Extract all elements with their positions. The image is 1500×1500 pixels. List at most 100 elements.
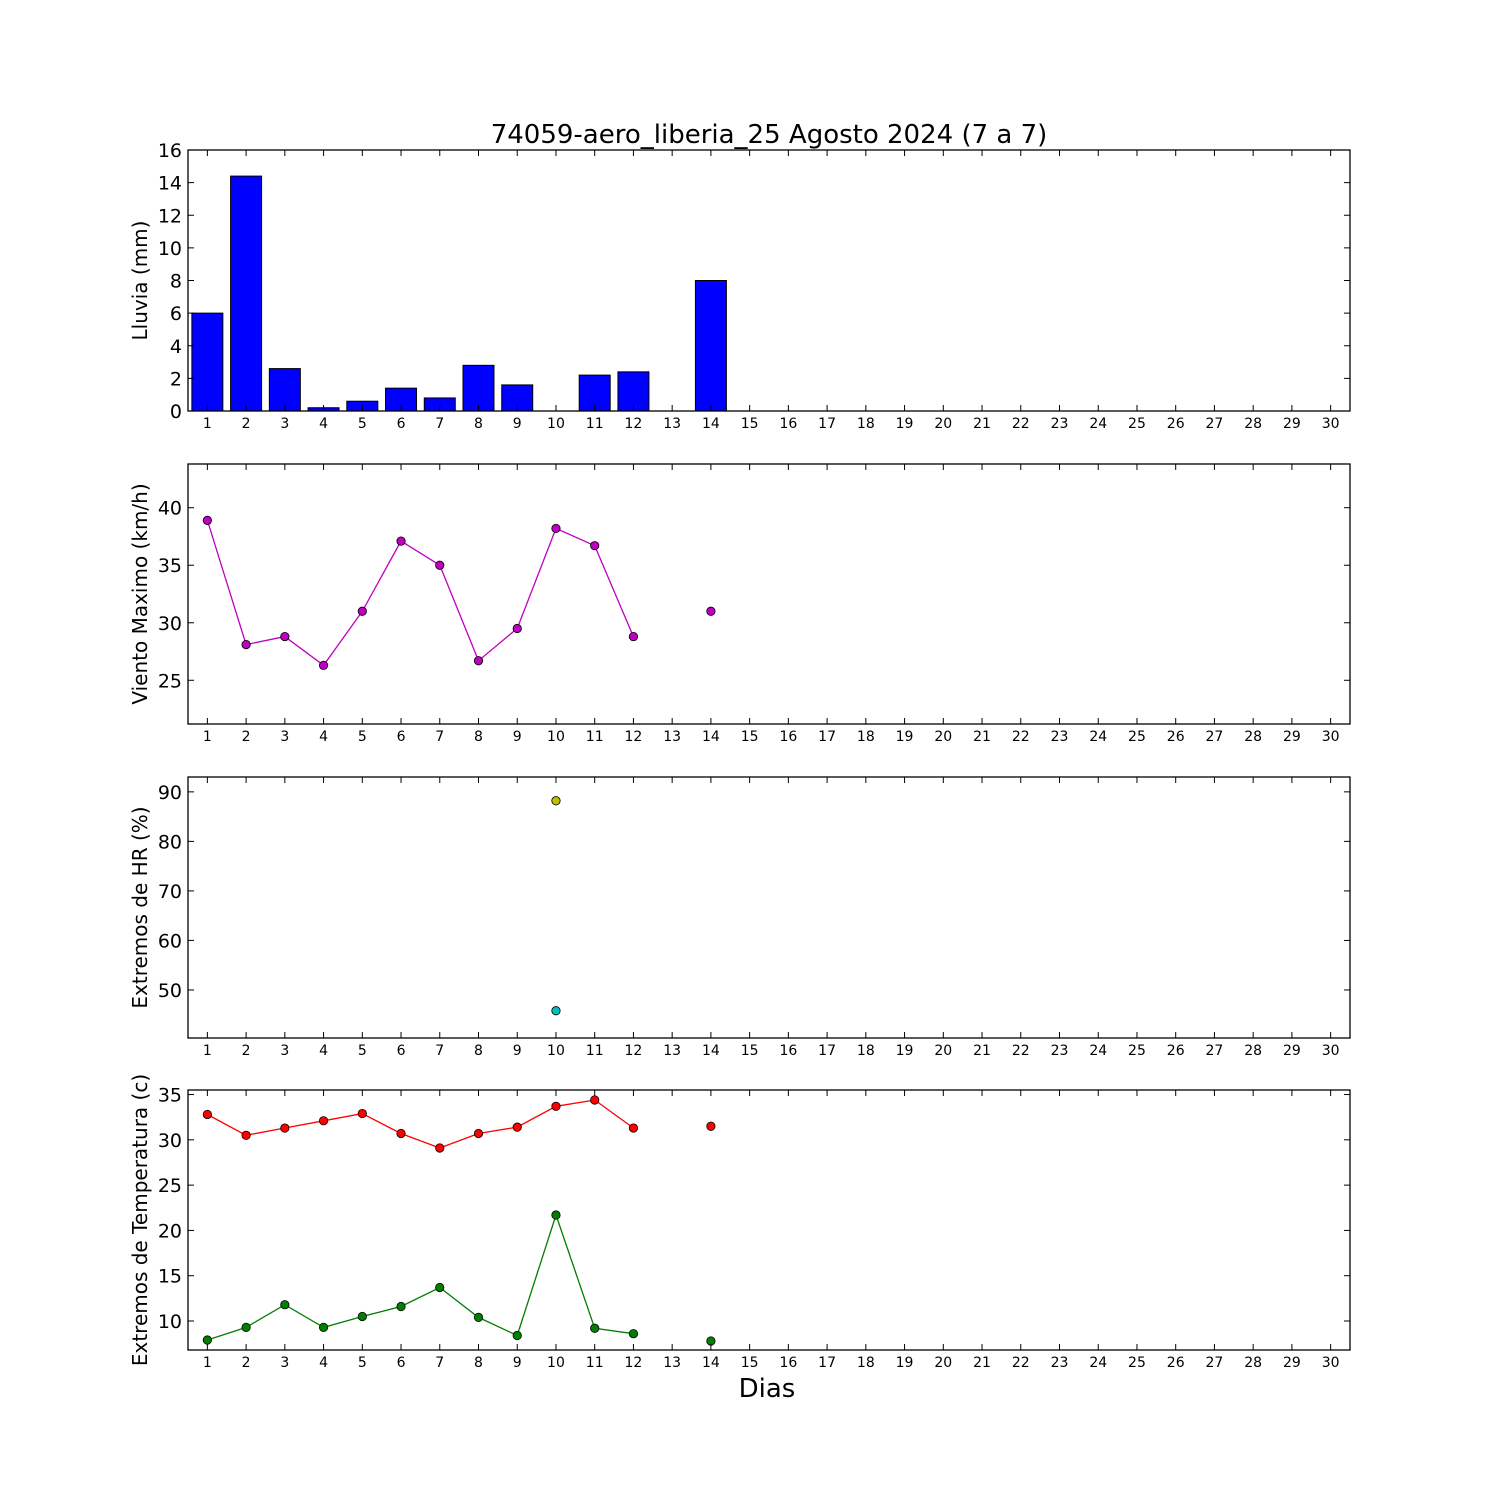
series-1-point-day-10 [551, 523, 561, 534]
x-tick-label: 23 [1051, 1355, 1069, 1371]
x-tick-label: 17 [818, 416, 836, 432]
series-2-point-day-5 [357, 1311, 367, 1322]
x-tick-label: 11 [586, 1355, 604, 1371]
plot-frame [187, 776, 1351, 1039]
plot-frame [187, 463, 1351, 725]
x-tick-label: 13 [663, 1043, 681, 1059]
x-tick-label: 5 [358, 1043, 367, 1059]
x-tick-label: 21 [973, 729, 991, 745]
x-tick-label: 19 [896, 729, 914, 745]
series-1-point-day-11 [590, 541, 600, 551]
x-tick-label: 26 [1167, 416, 1185, 432]
series-1-point-day-14 [706, 1121, 716, 1131]
y-tick-label: 0 [170, 401, 182, 423]
x-tick-label: 18 [857, 1355, 875, 1371]
x-tick-label: 14 [702, 1043, 720, 1059]
x-tick-label: 4 [319, 416, 328, 432]
bar-day-3 [268, 368, 301, 412]
series-1-point-day-5 [357, 1108, 367, 1119]
y-tick-label: 60 [158, 930, 182, 952]
x-tick-label: 22 [1012, 1043, 1030, 1059]
x-tick-label: 20 [934, 1043, 952, 1059]
panel-2: 1 2 3 4 5 6 7 8 9 10 11 12 13 14 15 16 17 18 19 20 21 22 23 24 2… [128, 463, 1351, 745]
x-tick-label: 13 [663, 1355, 681, 1371]
y-tick-label: 40 [158, 498, 182, 520]
x-tick-label: 10 [547, 729, 565, 745]
series-1-point-day-12 [628, 1123, 639, 1133]
x-tick-label: 21 [973, 1043, 991, 1059]
y-tick-label: 6 [170, 303, 182, 325]
x-tick-label: 12 [625, 1355, 643, 1371]
x-tick-label: 23 [1051, 416, 1069, 432]
x-tick-label: 13 [663, 729, 681, 745]
x-tick-label: 24 [1089, 1043, 1107, 1059]
y-axis-label: Viento Maximo (km/h) [128, 483, 152, 704]
y-tick-label: 25 [158, 670, 182, 692]
series-2-point-day-7 [435, 1282, 445, 1293]
y-tick-label: 4 [170, 336, 182, 358]
x-tick-label: 3 [280, 416, 289, 432]
x-tick-label: 10 [547, 1043, 565, 1059]
x-tick-label: 16 [779, 1355, 797, 1371]
x-tick-label: 30 [1322, 1043, 1340, 1059]
x-tick-label: 29 [1283, 729, 1301, 745]
y-tick-label: 15 [158, 1266, 182, 1288]
x-tick-label: 12 [625, 416, 643, 432]
series-1-point-day-12 [628, 631, 639, 642]
series-2-point-day-8 [473, 1312, 484, 1322]
y-tick-label: 14 [158, 173, 182, 195]
y-axis-label: Lluvia (mm) [128, 221, 152, 341]
x-tick-label: 15 [741, 1355, 759, 1371]
y-tick-label: 2 [170, 368, 182, 390]
x-tick-label: 11 [586, 1043, 604, 1059]
series-2-line [207, 1212, 634, 1341]
y-tick-label: 10 [158, 238, 182, 260]
x-tick-label: 23 [1051, 1043, 1069, 1059]
x-tick-label: 1 [203, 1355, 212, 1371]
x-tick-label: 15 [741, 729, 759, 745]
y-tick-label: 50 [158, 980, 182, 1002]
x-tick-label: 21 [973, 1355, 991, 1371]
x-tick-label: 17 [818, 1355, 836, 1371]
series-1-point-day-3 [280, 1123, 290, 1133]
panel-1: 1 2 3 4 5 6 7 8 9 10 11 12 13 14 15 16 17 18 19 20 21 22 23 24 2… [128, 120, 1351, 432]
x-tick-label: 30 [1322, 1355, 1340, 1371]
x-tick-label: 13 [663, 416, 681, 432]
x-tick-label: 2 [242, 416, 251, 432]
x-tick-label: 8 [474, 416, 483, 432]
series-1-point-day-5 [357, 606, 367, 616]
x-tick-label: 9 [513, 729, 522, 745]
x-tick-label: 25 [1128, 1043, 1146, 1059]
x-tick-label: 2 [242, 1043, 251, 1059]
x-tick-label: 26 [1167, 729, 1185, 745]
series-2-point-day-4 [318, 1322, 329, 1332]
x-tick-label: 16 [779, 416, 797, 432]
series-1-point-day-9 [512, 623, 522, 634]
x-tick-label: 18 [857, 416, 875, 432]
x-tick-label: 5 [358, 729, 367, 745]
y-tick-label: 30 [158, 613, 182, 635]
x-tick-label: 1 [203, 729, 212, 745]
series-1-point-day-7 [435, 560, 445, 570]
series-2-point-day-10 [551, 1006, 561, 1016]
x-tick-label: 28 [1244, 1355, 1262, 1371]
x-tick-label: 26 [1167, 1043, 1185, 1059]
x-tick-label: 22 [1012, 416, 1030, 432]
x-tick-label: 25 [1128, 729, 1146, 745]
x-tick-label: 6 [397, 416, 406, 432]
x-tick-label: 3 [280, 729, 289, 745]
series-1-point-day-11 [590, 1095, 600, 1105]
y-tick-label: 70 [158, 881, 182, 903]
y-tick-label: 10 [158, 1311, 182, 1333]
x-tick-label: 9 [513, 1043, 522, 1059]
series-1-point-day-3 [280, 631, 290, 642]
x-tick-label: 7 [435, 416, 444, 432]
series-2-point-day-14 [706, 1336, 716, 1346]
x-axis-label: Dias [739, 1374, 796, 1404]
x-tick-label: 10 [547, 416, 565, 432]
x-tick-label: 23 [1051, 729, 1069, 745]
series-1-point-day-6 [396, 1128, 406, 1139]
x-tick-label: 9 [513, 416, 522, 432]
y-tick-label: 80 [158, 831, 182, 853]
